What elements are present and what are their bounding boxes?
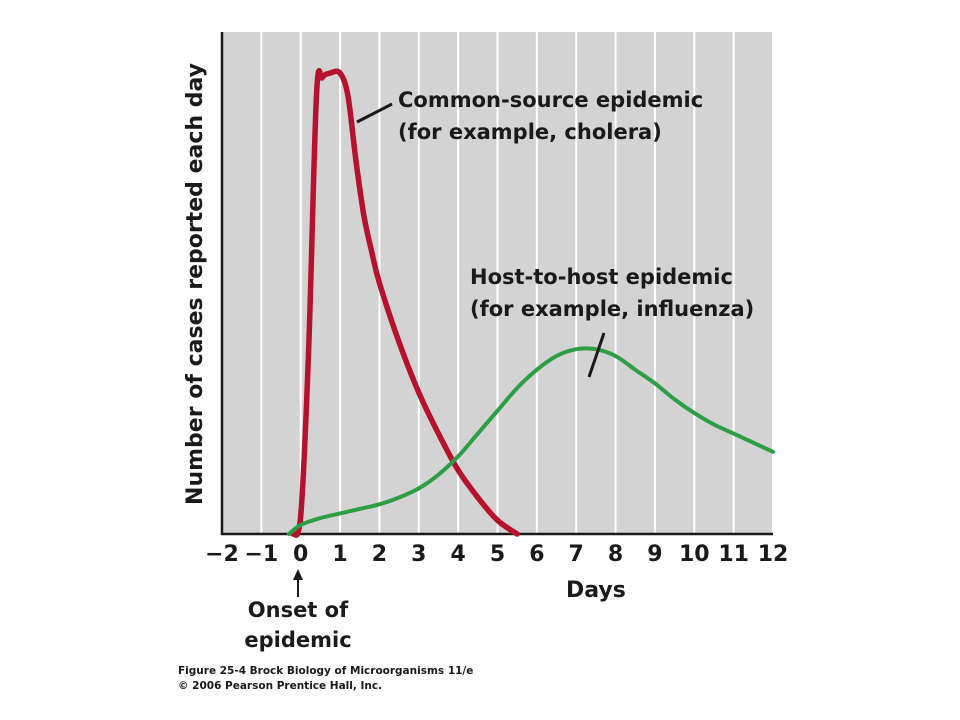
x-tick-label: 11	[718, 542, 749, 567]
annotation-host-to-host-line1: Host-to-host epidemic	[470, 265, 733, 289]
x-tick-label: −1	[244, 542, 278, 567]
onset-arrow-head	[293, 569, 303, 580]
figure-caption: Figure 25-4 Brock Biology of Microorgani…	[178, 664, 473, 694]
x-axis-label: Days	[566, 578, 626, 603]
x-tick-label: 2	[372, 542, 387, 567]
axes	[220, 32, 773, 536]
grid-lines	[260, 32, 774, 534]
x-tick-label: 5	[490, 542, 505, 567]
x-tick-label: 9	[647, 542, 662, 567]
x-tick-label: 6	[529, 542, 544, 567]
x-tick-labels: −2 −1 0 1 2 3 4 5 6 7 8 9 10 11 12	[205, 542, 788, 567]
annotation-host-to-host-line2: (for example, influenza)	[470, 297, 754, 321]
annotation-onset-line2: epidemic	[244, 628, 351, 652]
annotation-common-source-line1: Common-source epidemic	[398, 88, 703, 112]
x-tick-label: 0	[293, 542, 308, 567]
host-to-host-curve	[286, 346, 775, 536]
x-tick-label: 3	[411, 542, 426, 567]
x-tick-label: 10	[679, 542, 710, 567]
y-axis-label: Number of cases reported each day	[183, 63, 208, 505]
series-lines	[286, 68, 775, 538]
annotation-host-to-host: Host-to-host epidemic (for example, infl…	[470, 265, 754, 378]
x-tick-label: −2	[205, 542, 239, 567]
x-tick-label: 8	[608, 542, 623, 567]
x-tick-label: 4	[450, 542, 465, 567]
caption-line1: Figure 25-4 Brock Biology of Microorgani…	[178, 665, 474, 677]
annotation-onset: Onset of epidemic	[244, 569, 352, 652]
leader-line-host-to-host	[587, 332, 606, 378]
caption-line2: © 2006 Pearson Prentice Hall, Inc.	[178, 680, 383, 692]
x-tick-label: 12	[758, 542, 789, 567]
annotation-common-source-line2: (for example, cholera)	[398, 120, 662, 144]
annotation-onset-line1: Onset of	[248, 598, 349, 622]
x-tick-label: 1	[332, 542, 347, 567]
x-tick-label: 7	[569, 542, 584, 567]
annotation-common-source: Common-source epidemic (for example, cho…	[356, 88, 703, 144]
leader-line-common-source	[356, 102, 393, 124]
